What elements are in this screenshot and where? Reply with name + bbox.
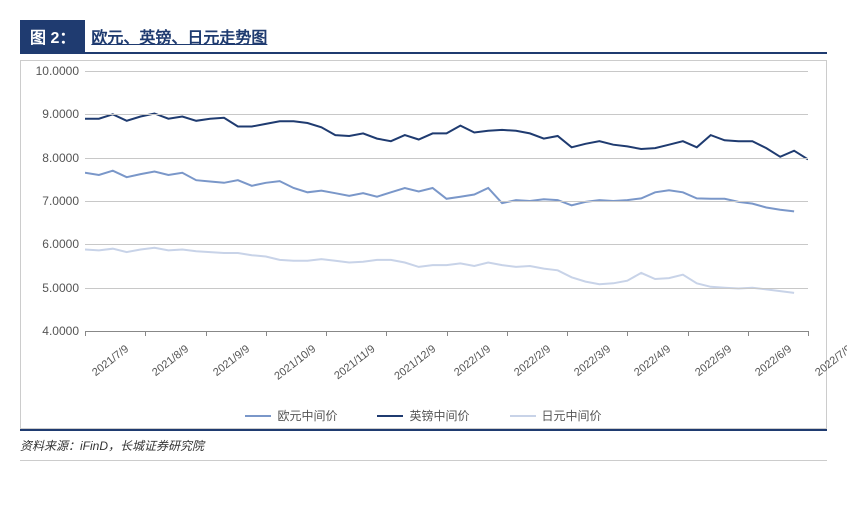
x-tick xyxy=(206,331,207,336)
x-axis-labels: 2021/7/9 2021/8/9 2021/9/9 2021/10/9 2021/11… xyxy=(85,337,808,401)
x-tick xyxy=(567,331,568,336)
legend-item: 英镑中间价 xyxy=(377,407,469,424)
gridline xyxy=(85,114,808,115)
x-tick xyxy=(447,331,448,336)
gridline xyxy=(85,158,808,159)
x-tick-label: 2021/7/9 xyxy=(90,343,131,379)
x-tick-label: 2022/4/9 xyxy=(632,343,673,379)
series-line xyxy=(85,171,794,212)
data-source-note: 资料来源：iFinD，长城证券研究院 xyxy=(20,429,827,461)
gridline xyxy=(85,71,808,72)
legend-label: 英镑中间价 xyxy=(409,407,469,424)
y-tick-label: 9.0000 xyxy=(29,108,79,120)
y-tick-label: 10.0000 xyxy=(29,65,79,77)
gridline xyxy=(85,244,808,245)
plot-region: 4.00005.00006.00007.00008.00009.000010.0… xyxy=(85,71,808,332)
y-tick-label: 4.0000 xyxy=(29,325,79,337)
figure-title-row: 图 2： 欧元、英镑、日元走势图 xyxy=(20,20,827,54)
x-tick-label: 2022/2/9 xyxy=(512,343,553,379)
gridline xyxy=(85,288,808,289)
y-tick-label: 7.0000 xyxy=(29,195,79,207)
x-tick xyxy=(326,331,327,336)
figure-badge: 图 2： xyxy=(20,20,85,52)
x-tick-label: 2022/7/9 xyxy=(813,343,847,379)
x-tick xyxy=(145,331,146,336)
y-tick-label: 5.0000 xyxy=(29,282,79,294)
x-tick xyxy=(386,331,387,336)
y-tick-label: 8.0000 xyxy=(29,152,79,164)
x-tick-label: 2022/5/9 xyxy=(693,343,734,379)
figure-title: 欧元、英镑、日元走势图 xyxy=(85,24,267,48)
x-tick xyxy=(507,331,508,336)
x-tick-label: 2021/10/9 xyxy=(272,343,318,383)
x-tick-label: 2021/11/9 xyxy=(332,343,377,382)
x-tick xyxy=(85,331,86,336)
legend-item: 欧元中间价 xyxy=(245,407,337,424)
x-tick xyxy=(627,331,628,336)
chart-area: 4.00005.00006.00007.00008.00009.000010.0… xyxy=(85,71,808,401)
legend-swatch xyxy=(245,415,271,417)
legend-item: 日元中间价 xyxy=(510,407,602,424)
gridline xyxy=(85,201,808,202)
x-tick-label: 2022/3/9 xyxy=(572,343,613,379)
legend-swatch xyxy=(510,415,536,417)
x-tick-label: 2022/6/9 xyxy=(753,343,794,379)
chart-legend: 欧元中间价 英镑中间价 日元中间价 xyxy=(29,401,818,424)
x-tick xyxy=(266,331,267,336)
x-tick xyxy=(688,331,689,336)
x-tick-label: 2021/12/9 xyxy=(393,343,439,383)
legend-label: 欧元中间价 xyxy=(277,407,337,424)
x-tick-label: 2022/1/9 xyxy=(452,343,493,379)
chart-container: 4.0000 5.0000 6.0000 7.0000 8.0000 9.0000 10.0… xyxy=(20,60,827,429)
x-tick-label: 2021/8/9 xyxy=(150,343,191,379)
x-tick xyxy=(808,331,809,336)
series-line xyxy=(85,114,808,160)
legend-swatch xyxy=(377,415,403,417)
legend-label: 日元中间价 xyxy=(542,407,602,424)
series-line xyxy=(85,248,794,293)
y-tick-label: 6.0000 xyxy=(29,238,79,250)
x-tick xyxy=(748,331,749,336)
x-tick-label: 2021/9/9 xyxy=(211,343,252,379)
